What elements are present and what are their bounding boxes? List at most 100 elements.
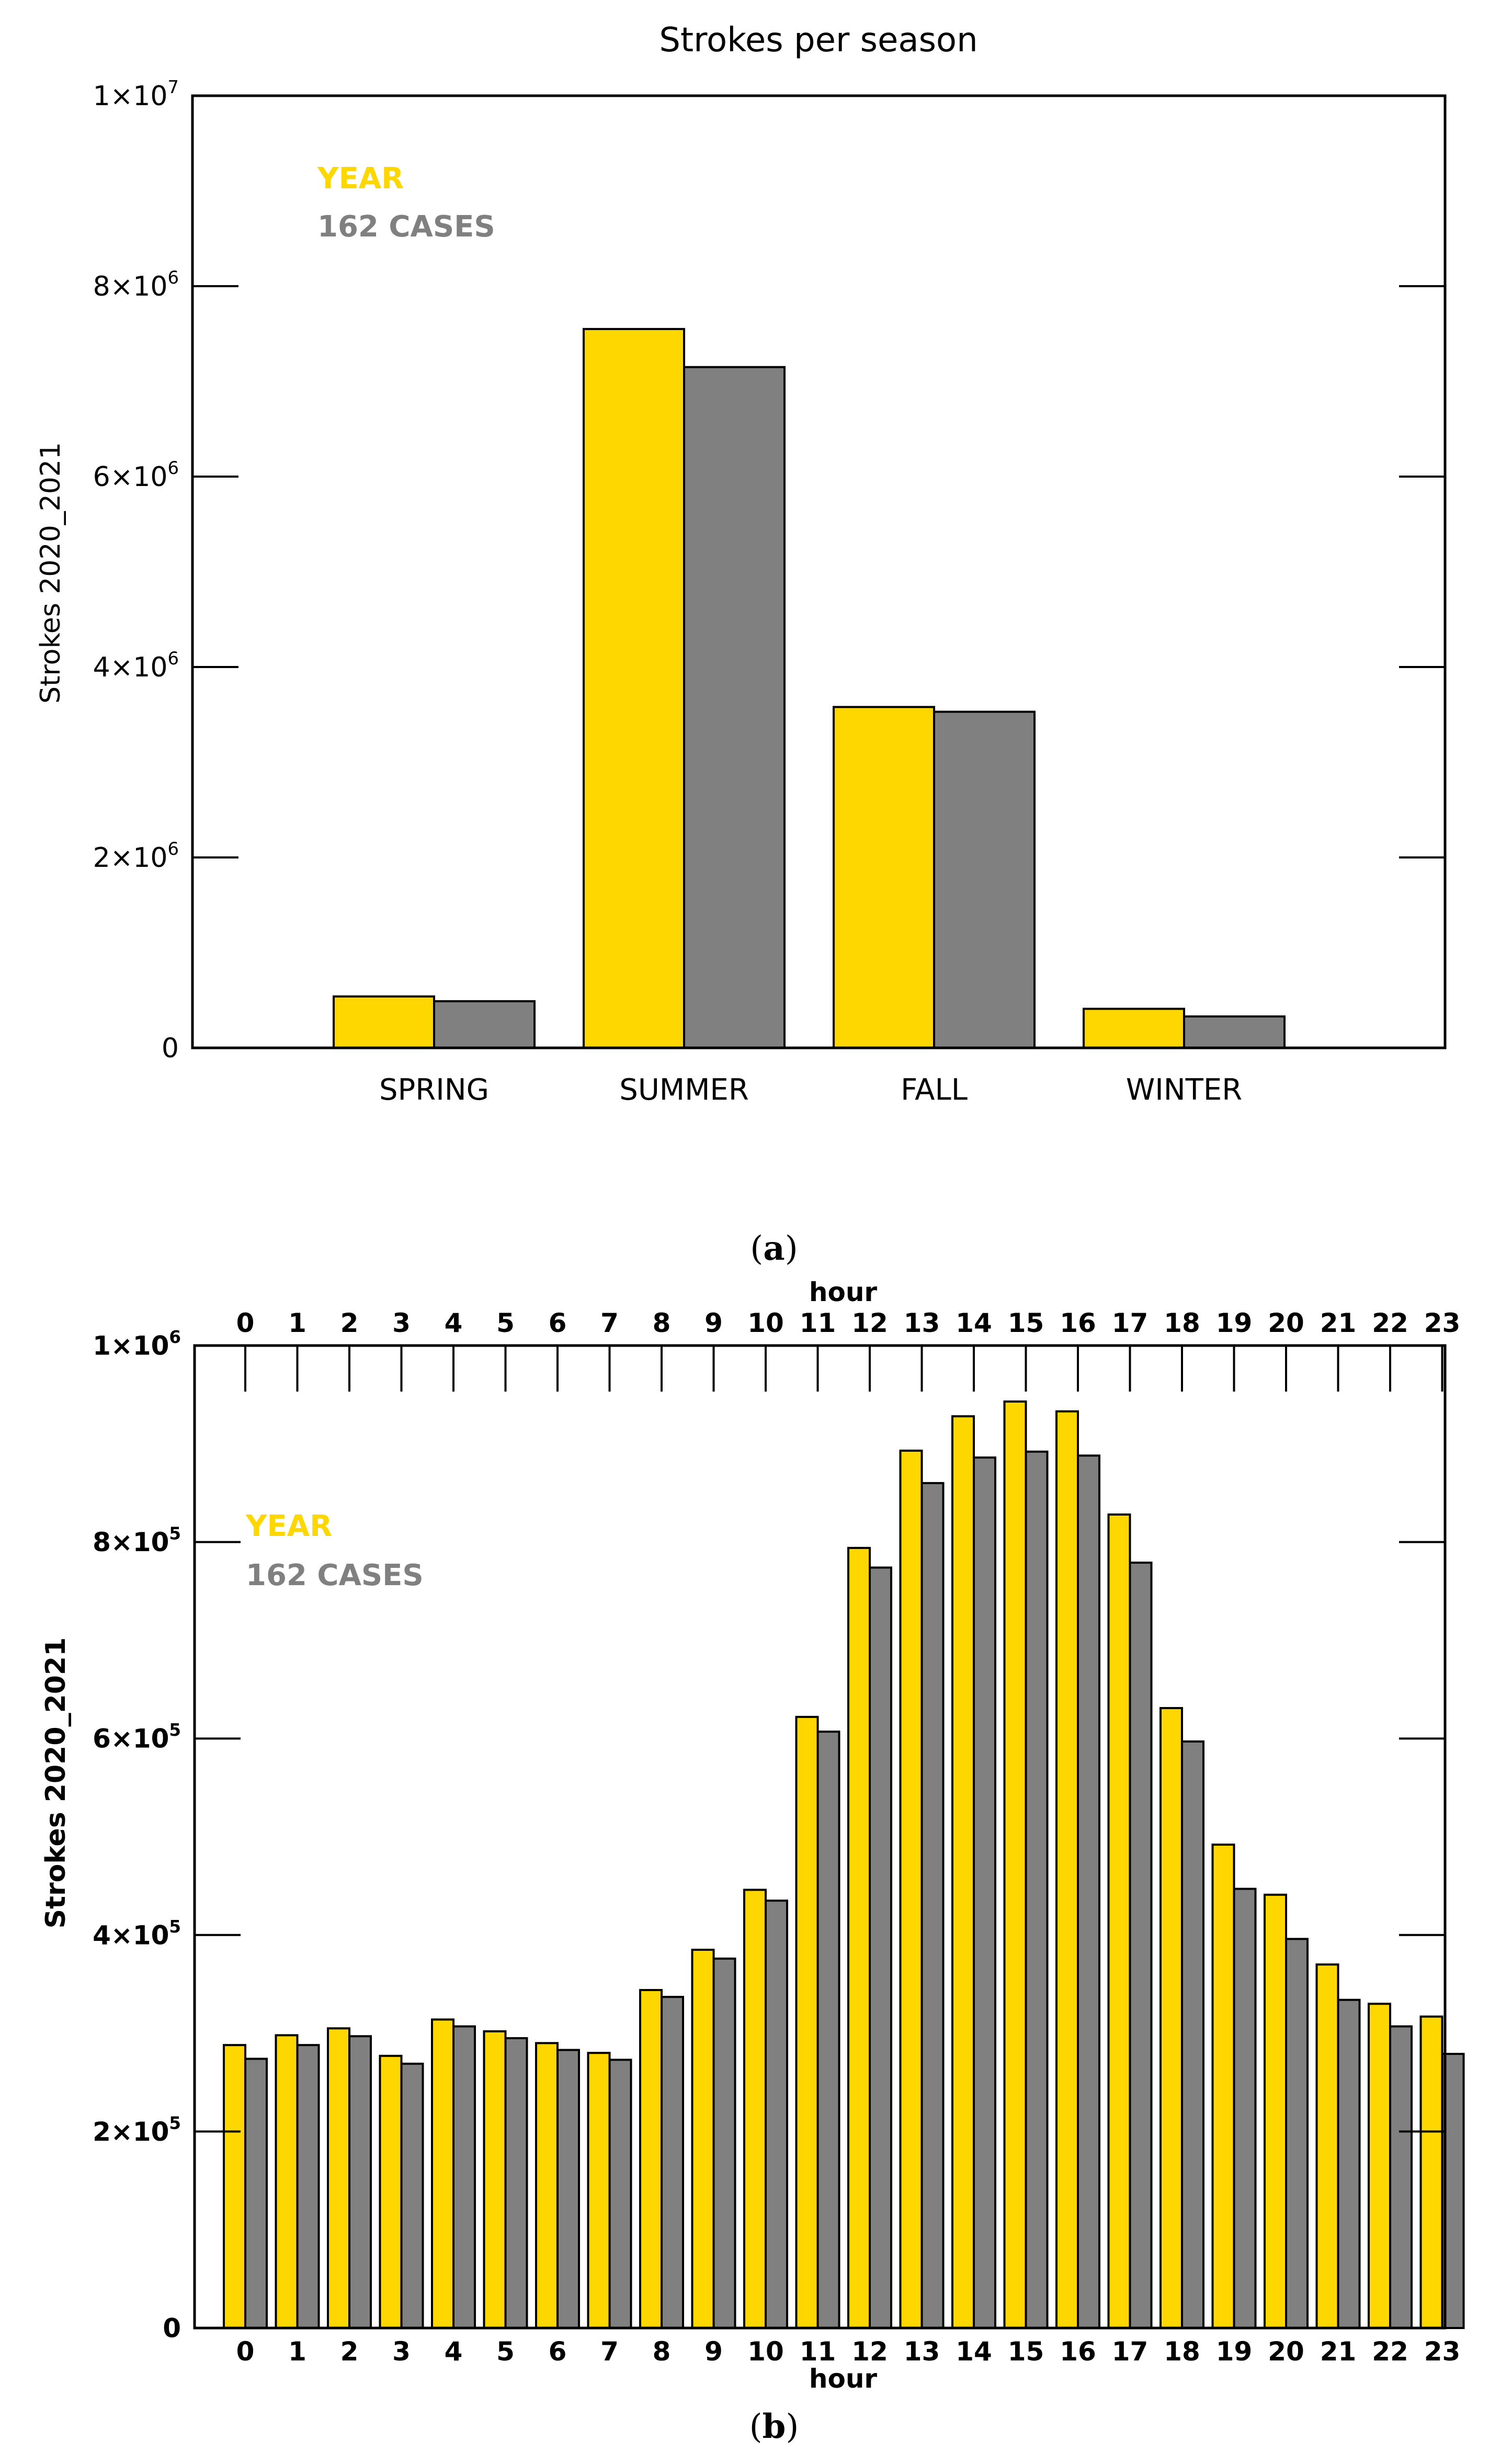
bar-162-cases xyxy=(816,1731,840,2329)
y-tick-label: 8×106 xyxy=(93,267,179,302)
x-tick-label-bottom: 23 xyxy=(1424,2336,1461,2367)
x-tick-label-bottom: 10 xyxy=(747,2336,784,2367)
bar-162-cases xyxy=(452,2025,476,2330)
chart-b-x-ticks xyxy=(244,1346,1443,1392)
bar-year xyxy=(1159,1707,1183,2329)
chart-b-top-x-axis-label: hour xyxy=(809,1277,878,1307)
x-tick-label-top: 1 xyxy=(288,1308,306,1338)
x-tick-label-top: 9 xyxy=(704,1308,723,1338)
x-tick-label-bottom: 3 xyxy=(392,2336,411,2367)
x-tick-label-bottom: 2 xyxy=(340,2336,359,2367)
bar-162-cases xyxy=(1025,1450,1049,2329)
y-tick-label: 2×106 xyxy=(93,839,179,874)
chart-b-y-axis-label: Strokes 2020_2021 xyxy=(40,1637,72,1929)
y-tick-label: 8×105 xyxy=(93,1524,181,1558)
bar-162-cases xyxy=(869,1566,892,2329)
bar-162-cases xyxy=(1233,1888,1257,2329)
y-tick-mantissa: 8×10 xyxy=(93,271,168,302)
bar-162-cases xyxy=(1077,1454,1100,2329)
bar-year xyxy=(743,1889,767,2330)
bar-162-cases xyxy=(1285,1938,1309,2329)
x-tick-label-top: 23 xyxy=(1424,1308,1461,1338)
x-tick-label-bottom: 6 xyxy=(549,2336,567,2367)
y-tick-label: 2×105 xyxy=(93,2113,181,2147)
y-tick-label: 0 xyxy=(163,2313,181,2344)
x-tick-label-top: 17 xyxy=(1112,1308,1149,1338)
x-tick-label-top: 14 xyxy=(956,1308,992,1338)
bar-year xyxy=(951,1415,975,2330)
bar-year xyxy=(431,2018,454,2330)
x-tick-label-bottom: 0 xyxy=(236,2336,255,2367)
y-tick-mantissa: 0 xyxy=(162,1033,179,1064)
bar-year xyxy=(639,1988,663,2329)
x-tick-label-bottom: 13 xyxy=(904,2336,940,2367)
panel-a-caption: (a) xyxy=(750,1229,798,1268)
bar-162-cases xyxy=(556,2049,580,2329)
x-tick-label-top: 19 xyxy=(1216,1308,1253,1338)
y-tick-exponent: 5 xyxy=(169,1524,181,1544)
x-tick-label-bottom: 7 xyxy=(600,2336,619,2367)
x-tick-label-bottom: 19 xyxy=(1216,2336,1253,2367)
y-tick-label: 0 xyxy=(162,1033,179,1064)
legend-year: YEAR xyxy=(245,1509,332,1543)
caption-close-paren: ) xyxy=(785,1229,798,1268)
y-tick-mantissa: 1×10 xyxy=(93,1331,169,1361)
x-tick-label-top: 4 xyxy=(445,1308,463,1338)
bar-year xyxy=(691,1948,715,2329)
y-tick-label: 6×105 xyxy=(93,1720,181,1754)
x-tick-label-bottom: 1 xyxy=(288,2336,306,2367)
bar-162-cases xyxy=(920,1482,945,2329)
bar-162-cases xyxy=(1181,1740,1204,2329)
x-tick-label-top: 11 xyxy=(800,1308,836,1338)
y-tick-mantissa: 4×10 xyxy=(93,652,168,683)
bar-year xyxy=(1315,1963,1339,2329)
bar-year xyxy=(1368,2003,1391,2329)
bar-162-cases xyxy=(1337,1998,1361,2330)
x-tick-label-top: 7 xyxy=(600,1308,619,1338)
chart-a-plot-frame xyxy=(191,94,1447,1049)
bar-year xyxy=(535,2042,559,2329)
y-tick-mantissa: 8×10 xyxy=(93,1527,169,1557)
legend-162-cases: 162 CASES xyxy=(246,1558,424,1592)
y-tick-label: 1×107 xyxy=(93,77,179,112)
y-tick-exponent: 6 xyxy=(167,267,179,288)
bar-162-cases xyxy=(296,2044,320,2329)
bar-year xyxy=(1003,1400,1027,2329)
caption-open-paren: ( xyxy=(749,2408,763,2446)
y-tick-exponent: 5 xyxy=(169,1720,181,1740)
bar-162-cases xyxy=(433,1000,536,1049)
bar-year xyxy=(1419,2015,1443,2330)
caption-open-paren: ( xyxy=(750,1229,763,1268)
bar-162-cases xyxy=(504,2037,528,2329)
bar-year xyxy=(379,2054,403,2329)
chart-a-y-axis-label: Strokes 2020_2021 xyxy=(35,442,66,704)
x-tick-label-bottom: 8 xyxy=(653,2336,671,2367)
chart-a-title: Strokes per season xyxy=(659,21,977,60)
x-tick-label-top: 20 xyxy=(1268,1308,1304,1338)
x-tick-label-bottom: 9 xyxy=(704,2336,723,2367)
y-tick-mantissa: 1×10 xyxy=(93,81,168,112)
bar-162-cases xyxy=(683,366,786,1049)
x-tick-label-bottom: 21 xyxy=(1320,2336,1357,2367)
bar-162-cases xyxy=(348,2035,372,2329)
y-tick-mantissa: 4×10 xyxy=(93,1920,169,1950)
chart-a-legend: YEAR 162 CASES xyxy=(317,162,495,244)
x-tick-label-top: 12 xyxy=(851,1308,888,1338)
bar-year xyxy=(327,2027,350,2329)
y-tick-exponent: 6 xyxy=(169,1327,181,1347)
x-tick-label-top: 13 xyxy=(904,1308,940,1338)
bar-162-cases xyxy=(661,1996,684,2329)
legend-162-cases: 162 CASES xyxy=(317,210,495,244)
bar-162-cases xyxy=(1389,2025,1413,2330)
y-tick-mantissa: 6×10 xyxy=(93,461,168,493)
legend-year: YEAR xyxy=(317,162,404,196)
x-tick-label-top: 15 xyxy=(1008,1308,1044,1338)
x-tick-label-top: 21 xyxy=(1320,1308,1357,1338)
bar-year xyxy=(333,995,435,1049)
bar-162-cases xyxy=(973,1456,996,2329)
y-tick-exponent: 5 xyxy=(169,2113,181,2133)
x-tick-label-bottom: 18 xyxy=(1164,2336,1200,2367)
bar-year xyxy=(583,327,685,1049)
y-tick-label: 1×106 xyxy=(93,1327,181,1361)
y-tick-mantissa: 0 xyxy=(163,2313,181,2344)
